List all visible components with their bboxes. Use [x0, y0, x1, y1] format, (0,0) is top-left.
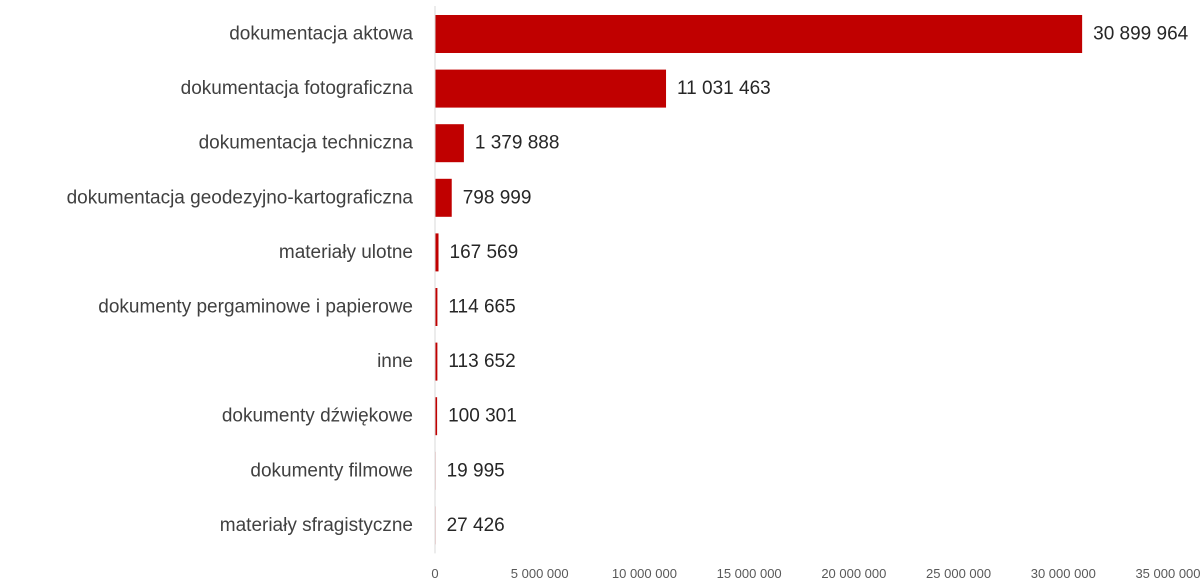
category-label: dokumentacja aktowa: [229, 24, 413, 45]
bar: [435, 69, 667, 108]
data-label: 167 569: [450, 242, 519, 263]
x-tick-label: 10 000 000: [612, 566, 677, 581]
category-label: dokumenty dźwiękowe: [222, 406, 413, 427]
x-tick-label: 25 000 000: [926, 566, 991, 581]
x-tick-label: 5 000 000: [511, 566, 569, 581]
category-labels-group: dokumentacja aktowa dokumentacja fotograf…: [67, 24, 414, 536]
category-label: inne: [377, 351, 413, 372]
bar: [435, 178, 452, 217]
data-labels-group: 30 899 964 11 031 463 1 379 888 798 999 167 …: [447, 24, 1189, 536]
category-label: dokumentacja fotograficzna: [181, 78, 414, 99]
category-label: dokumentacja techniczna: [199, 133, 414, 154]
category-label: materiały ulotne: [279, 242, 413, 263]
category-label: dokumenty filmowe: [250, 460, 413, 481]
category-label: dokumentacja geodezyjno-kartograficzna: [67, 187, 414, 208]
data-label: 11 031 463: [677, 78, 771, 99]
x-tick-label: 30 000 000: [1031, 566, 1096, 581]
data-label: 1 379 888: [475, 133, 560, 154]
x-tick-label: 0: [431, 566, 438, 581]
data-label: 114 665: [448, 297, 515, 318]
x-tick-label: 20 000 000: [821, 566, 886, 581]
bar: [435, 233, 439, 272]
data-label: 19 995: [447, 460, 505, 481]
data-label: 27 426: [447, 515, 505, 536]
data-label: 113 652: [448, 351, 515, 372]
bar: [435, 15, 1083, 53]
bar: [435, 342, 438, 381]
category-label: materiały sfragistyczne: [220, 515, 413, 536]
data-label: 30 899 964: [1093, 24, 1189, 45]
x-tick-label: 35 000 000: [1135, 566, 1200, 581]
bar: [435, 124, 464, 163]
x-tick-label: 15 000 000: [717, 566, 782, 581]
category-label: dokumenty pergaminowe i papierowe: [98, 297, 413, 318]
value-axis-ticks-group: 0 5 000 000 10 000 000 15 000 000 20 000 000…: [431, 566, 1200, 581]
data-label: 100 301: [448, 406, 517, 427]
bar: [435, 288, 438, 326]
data-label: 798 999: [463, 187, 532, 208]
bar: [435, 397, 438, 436]
